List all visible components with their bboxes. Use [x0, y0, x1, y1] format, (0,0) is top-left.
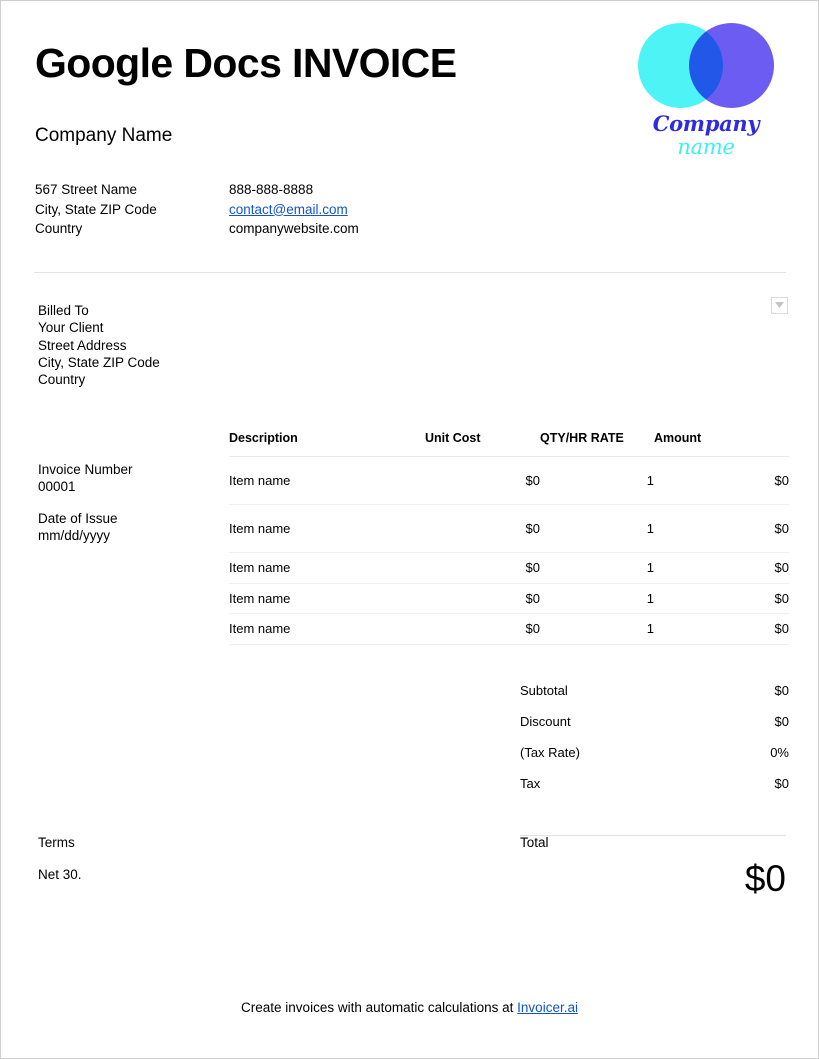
chevron-down-icon[interactable] — [771, 297, 788, 314]
client-street: Street Address — [38, 337, 127, 353]
tax-row: Tax $0 — [520, 768, 789, 799]
cell-description[interactable]: Item name — [229, 613, 425, 645]
table-row[interactable]: Item name $0 1 $0 — [229, 583, 789, 614]
table-row[interactable]: Item name $0 1 $0 — [229, 552, 789, 584]
tax-rate-label: (Tax Rate) — [520, 745, 580, 760]
cell-qty[interactable]: 1 — [540, 456, 654, 505]
tax-rate-row: (Tax Rate) 0% — [520, 737, 789, 768]
company-logo: Company name — [626, 23, 786, 159]
subtotal-row: Subtotal $0 — [520, 675, 789, 706]
client-country: Country — [38, 372, 86, 388]
date-of-issue-value[interactable]: mm/dd/yyyy — [38, 527, 111, 543]
cell-unit-cost[interactable]: $0 — [425, 613, 540, 645]
client-name: Your Client — [38, 320, 104, 336]
cell-description[interactable]: Item name — [229, 583, 425, 614]
sender-address: 567 Street Name City, State ZIP Code Cou… — [35, 180, 229, 239]
total-amount: $0 — [744, 858, 786, 899]
table-header-row: Description Unit Cost QTY/HR RATE Amount — [229, 431, 789, 457]
sender-street: 567 Street Name — [35, 182, 138, 197]
invoice-meta-block: Invoice Number 00001 Date of Issue mm/dd… — [38, 461, 218, 558]
terms-block: Terms Net 30. — [38, 834, 338, 884]
table-row[interactable]: Item name $0 1 $0 — [229, 613, 789, 645]
cell-amount: $0 — [654, 583, 789, 614]
page-title: Google Docs INVOICE — [35, 40, 457, 86]
client-city: City, State ZIP Code — [38, 354, 160, 370]
discount-row: Discount $0 — [520, 706, 789, 737]
table-row[interactable]: Item name $0 1 $0 — [229, 456, 789, 505]
sender-phone: 888-888-8888 — [229, 182, 314, 197]
totals-block: Subtotal $0 Discount $0 (Tax Rate) 0% Ta… — [520, 675, 789, 799]
invoicer-link[interactable]: Invoicer.ai — [517, 1000, 578, 1015]
date-of-issue-label: Date of Issue — [38, 510, 118, 526]
sender-contact-details: 888-888-8888 contact@email.com companywe… — [229, 180, 549, 239]
header-divider — [34, 272, 786, 273]
cell-amount: $0 — [654, 504, 789, 553]
company-name-heading: Company Name — [35, 125, 173, 146]
table-row[interactable]: Item name $0 1 $0 — [229, 504, 789, 553]
cell-qty[interactable]: 1 — [540, 504, 654, 553]
total-divider — [520, 835, 786, 836]
column-header-unit-cost: Unit Cost — [425, 431, 540, 457]
tax-rate-value[interactable]: 0% — [770, 745, 789, 760]
sender-contact-block: 567 Street Name City, State ZIP Code Cou… — [35, 180, 775, 239]
cell-qty[interactable]: 1 — [540, 613, 654, 645]
line-items-table: Description Unit Cost QTY/HR RATE Amount… — [229, 431, 789, 645]
cell-qty[interactable]: 1 — [540, 583, 654, 614]
column-header-amount: Amount — [654, 431, 789, 457]
cell-unit-cost[interactable]: $0 — [425, 504, 540, 553]
cell-unit-cost[interactable]: $0 — [425, 456, 540, 505]
logo-circles — [638, 23, 774, 108]
total-label: Total — [520, 835, 549, 850]
sender-country: Country — [35, 221, 83, 237]
billed-to-label: Billed To — [38, 303, 89, 318]
sender-city: City, State ZIP Code — [35, 201, 157, 217]
invoice-number-value[interactable]: 00001 — [38, 479, 76, 495]
cell-amount: $0 — [654, 613, 789, 645]
invoice-number-label: Invoice Number — [38, 462, 133, 477]
logo-word-company: Company — [652, 111, 760, 136]
terms-value[interactable]: Net 30. — [38, 867, 82, 883]
cell-amount: $0 — [654, 456, 789, 505]
purple-circle-icon — [689, 23, 774, 108]
logo-wordmark: Company name — [626, 112, 786, 159]
subtotal-label: Subtotal — [520, 683, 568, 698]
footer-text: Create invoices with automatic calculati… — [241, 1000, 518, 1015]
cell-amount: $0 — [654, 552, 789, 584]
cell-unit-cost[interactable]: $0 — [425, 583, 540, 614]
billed-to-block: Billed To Your Client Street Address Cit… — [38, 302, 160, 388]
invoice-number-group: Invoice Number 00001 — [38, 461, 218, 496]
discount-value[interactable]: $0 — [774, 714, 789, 729]
cell-description[interactable]: Item name — [229, 504, 425, 553]
discount-label: Discount — [520, 714, 571, 729]
cell-description[interactable]: Item name — [229, 552, 425, 584]
column-header-qty-rate: QTY/HR RATE — [540, 431, 654, 457]
cell-unit-cost[interactable]: $0 — [425, 552, 540, 584]
tax-label: Tax — [520, 776, 541, 791]
cell-qty[interactable]: 1 — [540, 552, 654, 584]
date-of-issue-group: Date of Issue mm/dd/yyyy — [38, 510, 218, 545]
invoice-header: Google Docs INVOICE Company name — [35, 23, 786, 159]
subtotal-value: $0 — [774, 683, 789, 698]
terms-label: Terms — [38, 835, 75, 850]
sender-email-link[interactable]: contact@email.com — [229, 201, 348, 217]
tax-value: $0 — [774, 776, 789, 791]
logo-word-name: name — [677, 135, 735, 160]
cell-description[interactable]: Item name — [229, 456, 425, 505]
sender-website: companywebsite.com — [229, 221, 359, 237]
footer: Create invoices with automatic calculati… — [1, 1000, 818, 1015]
column-header-description: Description — [229, 431, 425, 457]
